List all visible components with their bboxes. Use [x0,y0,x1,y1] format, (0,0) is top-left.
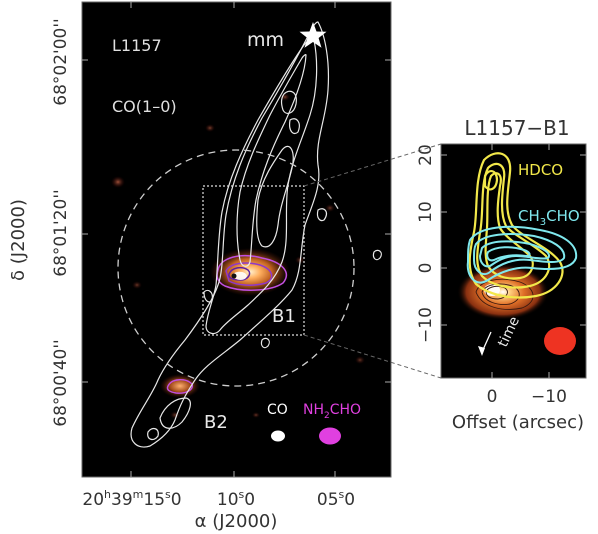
inset-x-tick-label: −10 [531,387,567,407]
emission-spot [325,204,335,212]
protostar-star-icon [299,22,327,48]
inset-inner-contour [485,285,508,300]
co-contour [281,90,297,114]
inset-title: L1157−B1 [464,116,569,140]
main-ticks [82,2,391,477]
b2-label: B2 [204,412,228,433]
y-tick-label: 68°01'20'' [51,189,71,276]
ch3cho-contour [466,225,578,284]
emission-spot [252,412,260,418]
co-contour [289,118,300,135]
b1-label: B1 [272,306,296,327]
inset-x-axis-title: Offset (arcsec) [452,412,584,433]
hdco-contour [484,172,534,280]
co-contours [130,21,382,448]
inset-y-tick-label: −10 [416,307,436,343]
inset-ticks [441,144,586,378]
hdco-contour [483,170,499,191]
x-tick-label: 20h39m15s0 [82,488,181,510]
co-contour [260,337,270,349]
co-contour [147,427,159,441]
emission-spot [280,93,290,101]
legend-co-beam [271,430,285,442]
x-tick-label: 10s0 [217,488,255,510]
ch3cho-contour [479,240,550,268]
emission-spot [111,176,125,188]
b1-peak [231,273,237,279]
ch3cho-contour [473,233,566,276]
x-axis-title: α (J2000) [195,511,278,532]
co-contour [316,208,328,222]
co-contour [236,54,307,267]
inset-beam [544,327,576,355]
inset-y-tick-label: 20 [416,144,436,166]
legend-nh2cho-label: NH2CHO [303,402,361,421]
x-tick-label: 05s0 [317,488,355,510]
inset-emission-core [484,284,500,296]
emission-spot [170,411,180,419]
co-contour [203,289,213,303]
b1-inner-core [232,271,247,280]
y-tick-label: 68°00'40'' [51,339,71,426]
primary-beam-circle [117,149,355,387]
inset-y-tick-label: 0 [416,263,436,274]
nh2cho-contour [225,262,273,286]
time-arrow-head [478,346,485,356]
protostar-label: mm [247,29,284,51]
zoom-connectors [303,143,442,379]
legend-nh2cho-beam [319,427,341,445]
y-tick-label: 68°02'00'' [51,18,71,105]
co-contour [256,145,294,248]
ch3cho-contour [486,246,531,262]
main-panel: L1157 CO(1–0) mm B1 B2 CO NH2CHO 68°02'0… [8,1,392,532]
ch3cho-contours [466,225,578,284]
legend-co-label: CO [267,402,288,418]
emission-spot [355,356,365,364]
main-panel-frame [81,1,392,478]
co-contour [159,397,191,429]
legend: CO NH2CHO [267,402,361,445]
zoom-region-box [202,185,305,336]
co-outer-contour [130,21,330,448]
faint-emission-spots [111,93,365,419]
tracer-label: CO(1–0) [112,97,177,116]
nh2cho-contour [228,266,251,281]
co-contour [372,249,382,261]
nh2cho-contours [216,254,288,291]
source-label: L1157 [112,36,162,55]
emission-spot [132,281,142,289]
nh2cho-contour [216,254,288,291]
inset-y-tick-label: 10 [416,201,436,223]
hdco-label: HDCO [518,161,563,179]
ch3cho-label: CH3CHO [518,207,580,228]
inset-inner-contour [475,278,534,310]
hdco-contour [468,152,564,299]
emission-spot [205,124,215,132]
inset-x-tick-label: 0 [487,387,498,407]
inset-panel: L1157−B1 HDCO CH3CHO time [416,116,587,433]
y-axis-title: δ (J2000) [8,199,29,281]
